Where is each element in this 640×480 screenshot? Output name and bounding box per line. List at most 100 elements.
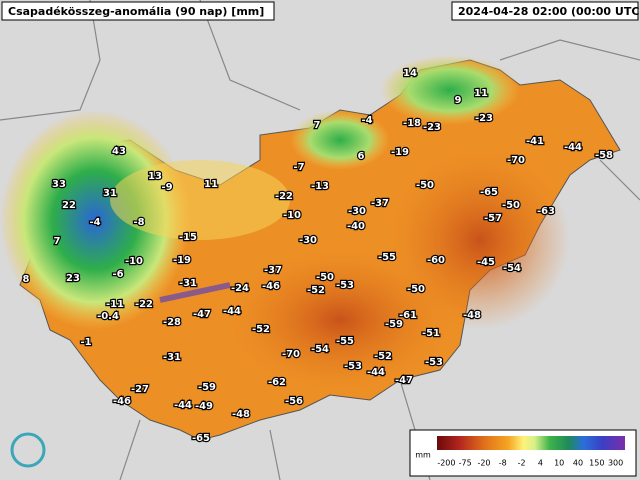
station-value: -58: [595, 150, 613, 161]
wet-zone: [110, 160, 290, 240]
station-value: -62: [268, 377, 286, 388]
station-value: -1: [80, 337, 91, 348]
station-value: -37: [264, 265, 282, 276]
station-value: 9: [455, 95, 462, 106]
station-value: 22: [62, 200, 76, 211]
station-value: -10: [283, 210, 301, 221]
station-value: 14: [403, 68, 417, 79]
station-value: 23: [66, 273, 80, 284]
station-value: -57: [484, 213, 502, 224]
station-value: 31: [103, 188, 117, 199]
legend-bar: [437, 436, 625, 450]
legend-tick-label: 10: [554, 459, 564, 468]
logo: [10, 432, 46, 468]
station-value: -54: [311, 344, 329, 355]
station-value: -6: [112, 269, 123, 280]
station-value: -55: [336, 336, 354, 347]
station-value: -44: [367, 367, 385, 378]
station-value: -15: [179, 232, 197, 243]
lake: [159, 282, 231, 303]
station-value: -31: [163, 352, 181, 363]
station-value: -8: [133, 217, 144, 228]
station-value: -30: [299, 235, 317, 246]
station-value: 13: [148, 171, 162, 182]
station-value: -52: [252, 324, 270, 335]
station-value: -55: [378, 252, 396, 263]
station-value: -65: [480, 187, 498, 198]
legend-tick-label: -8: [499, 459, 507, 468]
station-value: -18: [403, 118, 421, 129]
legend-tick-label: 40: [573, 459, 583, 468]
legend-tick-label: -20: [477, 459, 490, 468]
station-value: -19: [391, 147, 409, 158]
station-value: -22: [135, 299, 153, 310]
station-value: -4: [361, 115, 372, 126]
station-value: 7: [314, 120, 321, 131]
station-value: -47: [395, 375, 413, 386]
station-value: 11: [474, 88, 488, 99]
legend-unit: mm: [415, 451, 431, 460]
station-value: -48: [232, 409, 250, 420]
station-value: -9: [161, 182, 172, 193]
station-value: -11: [106, 299, 124, 310]
station-value: -23: [423, 122, 441, 133]
station-value: -48: [463, 310, 481, 321]
station-value: -50: [316, 272, 334, 283]
station-value: -28: [163, 317, 181, 328]
legend-tick-label: 300: [608, 459, 623, 468]
station-value: -61: [399, 310, 417, 321]
station-value: 43: [112, 146, 126, 157]
time-box: [451, 1, 639, 21]
wet-zone: [380, 55, 520, 125]
station-value: -19: [173, 255, 191, 266]
title-box: [1, 1, 275, 21]
station-value: 7: [54, 236, 61, 247]
station-value: -4: [89, 217, 100, 228]
station-value: -45: [477, 257, 495, 268]
station-value: 11: [204, 179, 218, 190]
station-value: -50: [416, 180, 434, 191]
station-value: -46: [262, 281, 280, 292]
station-value: -44: [174, 400, 192, 411]
title: Csapadékösszeg-anomália (90 nap) [mm]: [8, 5, 264, 18]
station-value: -46: [113, 396, 131, 407]
station-value: -23: [475, 113, 493, 124]
station-value: -47: [193, 309, 211, 320]
station-value: -24: [231, 283, 249, 294]
station-value: -41: [526, 136, 544, 147]
station-value: -53: [336, 280, 354, 291]
station-value: -59: [198, 382, 216, 393]
legend-tick-label: -2: [518, 459, 526, 468]
station-value: -49: [195, 401, 213, 412]
legend-tick-label: -200: [437, 459, 455, 468]
station-value: -70: [282, 349, 300, 360]
station-value: -52: [374, 351, 392, 362]
station-value: -52: [307, 285, 325, 296]
station-value: -50: [502, 200, 520, 211]
station-value: -59: [385, 319, 403, 330]
station-value: -54: [503, 263, 521, 274]
station-value: -53: [344, 361, 362, 372]
legend-tick-label: 150: [589, 459, 604, 468]
station-value: -53: [425, 357, 443, 368]
station-value: 33: [52, 179, 66, 190]
timestamp: 2024-04-28 02:00 (00:00 UTC): [458, 5, 640, 18]
station-value: -0.4: [97, 311, 119, 322]
station-value: -40: [347, 221, 365, 232]
station-value: -51: [422, 328, 440, 339]
station-value: -63: [537, 206, 555, 217]
station-value: -65: [192, 433, 210, 444]
station-value: -30: [348, 206, 366, 217]
station-value: 6: [358, 151, 365, 162]
station-value: -7: [293, 162, 304, 173]
wet-zone: [290, 110, 390, 170]
station-value: -31: [179, 278, 197, 289]
station-value: -13: [311, 181, 329, 192]
station-value: -27: [131, 384, 149, 395]
station-value: -22: [275, 191, 293, 202]
shade: [230, 250, 450, 390]
legend-tick-label: -75: [459, 459, 472, 468]
station-value: -10: [125, 256, 143, 267]
